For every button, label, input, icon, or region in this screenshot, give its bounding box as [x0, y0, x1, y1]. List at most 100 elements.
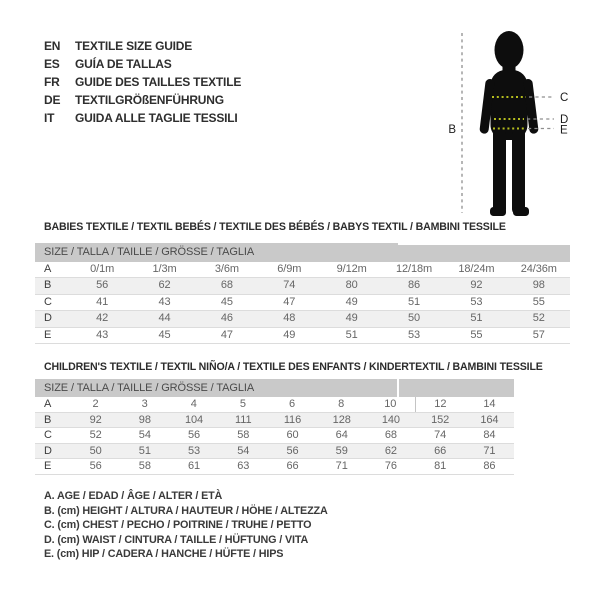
size-value-cell: 116 [283, 413, 302, 426]
table-row-C: C 52 54 56 58 60 64 68 74 84 [35, 428, 514, 444]
size-value-cell: 6/9m [277, 263, 302, 275]
table-row-E: E 43 45 47 49 51 53 55 57 [35, 328, 570, 344]
size-value-cell: 8 [338, 398, 345, 410]
size-value-cell: 74 [434, 429, 447, 441]
row-label: A [44, 263, 52, 275]
size-value-cell: 55 [470, 328, 483, 341]
size-value-cell: 92 [89, 413, 102, 426]
table-row-A: A 0/1m 1/3m 3/6m 6/9m 9/12m 12/18m 18/24m 24/36m [35, 262, 570, 279]
guide-title: GUIDE DES TAILLES TEXTILE [75, 75, 242, 89]
size-value-cell: 49 [345, 295, 358, 308]
language-row: ES GUÍA DE TALLAS [44, 55, 241, 73]
children-table-header: SIZE / TALLA / TAILLE / GRÖSSE / TAGLIA [35, 379, 514, 397]
size-value-cell: 43 [96, 328, 109, 341]
size-value-cell: 43 [158, 295, 171, 308]
size-value-cell: 14 [483, 398, 496, 410]
row-label: C [44, 295, 52, 308]
guide-title: GUIDA ALLE TAGLIE TESSILI [75, 111, 238, 125]
size-value-cell: 44 [158, 312, 171, 325]
language-row: FR GUIDE DES TAILLES TEXTILE [44, 73, 241, 91]
guide-title: TEXTILGRÖßENFÜHRUNG [75, 93, 224, 107]
child-silhouette [479, 31, 539, 216]
legend-line: A. AGE / EDAD / ÂGE / ALTER / ETÀ [44, 490, 223, 502]
size-value-cell: 3 [141, 398, 148, 410]
size-value-cell: 42 [96, 312, 109, 325]
size-value-cell: 71 [335, 460, 348, 472]
header-bar-notch [398, 243, 570, 245]
table-row-A: A 2 3 4 5 6 8 10 12 14 [35, 397, 514, 413]
size-value-cell: 53 [408, 328, 421, 341]
children-size-table: SIZE / TALLA / TAILLE / GRÖSSE / TAGLIA … [35, 379, 514, 475]
size-value-cell: 56 [188, 429, 201, 441]
size-value-cell: 68 [384, 429, 397, 441]
size-value-cell: 56 [89, 460, 102, 472]
size-value-cell: 51 [138, 444, 151, 457]
size-value-cell: 12 [414, 397, 465, 412]
size-value-cell: 47 [220, 328, 233, 341]
row-label: B [44, 413, 52, 426]
language-code: IT [44, 111, 55, 125]
children-table-body: A 2 3 4 5 6 8 10 12 14 B 92 98 104 111 116 128 140 152 164 C… [35, 397, 514, 475]
language-code: ES [44, 57, 60, 71]
size-value-cell: 64 [335, 429, 348, 441]
size-value-cell: 59 [335, 444, 348, 457]
size-value-cell: 57 [532, 328, 545, 341]
header-bar-seam [397, 379, 399, 397]
size-value-cell: 86 [483, 460, 496, 472]
size-value-cell: 45 [220, 295, 233, 308]
size-value-cell: 68 [220, 279, 233, 292]
size-value-cell: 49 [283, 328, 296, 341]
size-value-cell: 50 [408, 312, 421, 325]
size-value-cell: 86 [408, 279, 421, 292]
size-value-cell: 47 [283, 295, 296, 308]
size-value-cell: 53 [188, 444, 201, 457]
babies-table-body: A 0/1m 1/3m 3/6m 6/9m 9/12m 12/18m 18/24m 24/36m… [35, 262, 570, 344]
size-value-cell: 140 [381, 413, 400, 426]
size-value-cell: 2 [92, 398, 99, 410]
row-label: B [44, 279, 52, 292]
height-label: B [448, 124, 456, 136]
size-value-cell: 152 [431, 413, 450, 426]
size-value-cell: 56 [96, 279, 109, 292]
row-label: E [44, 460, 52, 472]
size-value-cell: 18/24m [458, 263, 495, 275]
size-value-cell: 92 [470, 279, 483, 292]
size-value-cell: 45 [158, 328, 171, 341]
children-size-header-label: SIZE / TALLA / TAILLE / GRÖSSE / TAGLIA [44, 382, 255, 394]
size-value-cell: 66 [286, 460, 299, 472]
size-value-cell: 51 [408, 295, 421, 308]
measurement-legend: A. AGE / EDAD / ÂGE / ALTER / ETÀ B. (cm)… [44, 489, 328, 562]
size-value-cell: 10 [384, 398, 397, 410]
babies-table-header: SIZE / TALLA / TAILLE / GRÖSSE / TAGLIA [35, 243, 570, 262]
size-value-cell: 9/12m [336, 263, 367, 275]
row-label: A [44, 398, 52, 410]
size-value-cell: 1/3m [152, 263, 177, 275]
size-value-cell: 56 [286, 444, 299, 457]
size-value-cell: 111 [235, 413, 252, 426]
waist-label: D [560, 114, 568, 126]
child-silhouette-graphic: B C D E [448, 31, 568, 216]
size-value-cell: 3/6m [214, 263, 239, 275]
language-code: FR [44, 75, 60, 89]
size-value-cell: 12/18m [396, 263, 433, 275]
size-value-cell: 80 [345, 279, 358, 292]
size-value-cell: 4 [190, 398, 197, 410]
size-value-cell: 98 [138, 413, 151, 426]
size-value-cell: 49 [345, 312, 358, 325]
size-value-cell: 50 [89, 444, 102, 457]
guide-title: TEXTILE SIZE GUIDE [75, 39, 193, 53]
size-value-cell: 71 [483, 444, 496, 457]
chest-label: C [560, 92, 568, 104]
size-value-cell: 48 [283, 312, 296, 325]
size-value-cell: 41 [96, 295, 109, 308]
legend-line: D. (cm) WAIST / CINTURA / TAILLE / HÜFTU… [44, 533, 309, 546]
table-row-D: D 42 44 46 48 49 50 51 52 [35, 311, 570, 328]
row-label: D [44, 444, 52, 457]
size-value-cell: 52 [532, 312, 545, 325]
size-value-cell: 63 [237, 460, 250, 472]
table-row-D: D 50 51 53 54 56 59 62 66 71 [35, 443, 514, 459]
legend-line: C. (cm) CHEST / PECHO / POITRINE / TRUHE… [44, 519, 312, 532]
legend-line: E. (cm) HIP / CADERA / HANCHE / HÜFTE / … [44, 548, 284, 561]
row-label: D [44, 312, 52, 325]
size-value-cell: 53 [470, 295, 483, 308]
